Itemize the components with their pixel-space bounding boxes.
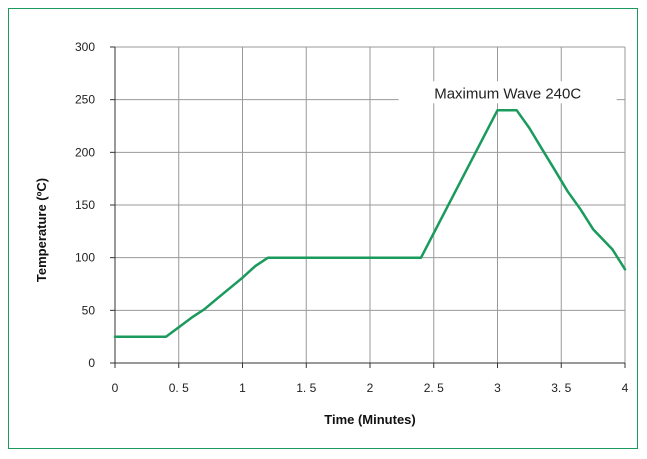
y-axis-title: Temperature (ºC)	[34, 178, 49, 282]
x-tick-label: 3. 5	[551, 381, 571, 395]
x-tick-label: 1. 5	[296, 381, 316, 395]
x-tick-label: 4	[622, 381, 629, 395]
x-axis-title: Time (Minutes)	[324, 412, 416, 427]
x-tick-label: 3	[494, 381, 501, 395]
x-tick-label: 1	[239, 381, 246, 395]
x-tick-label: 2. 5	[424, 381, 444, 395]
y-tick-label: 250	[75, 93, 95, 107]
annotation-background	[398, 81, 617, 104]
y-tick-labels: 0 50 100 150 200 250 300	[75, 40, 95, 370]
x-tick-label: 0	[112, 381, 119, 395]
axes	[110, 46, 626, 368]
y-tick-label: 200	[75, 145, 95, 159]
x-tick-label: 2	[367, 381, 374, 395]
x-tick-labels: 0 0. 5 1 1. 5 2 2. 5 3 3. 5 4	[112, 381, 629, 395]
y-tick-label: 50	[82, 303, 96, 317]
y-tick-label: 150	[75, 198, 95, 212]
y-tick-label: 0	[88, 356, 95, 370]
annotation-layer: Maximum Wave 240C	[398, 81, 617, 104]
y-tick-label: 100	[75, 251, 95, 265]
x-tick-label: 0. 5	[169, 381, 189, 395]
series-layer	[113, 108, 627, 338]
y-tick-label: 300	[75, 40, 95, 54]
temperature-series-line	[113, 108, 627, 338]
annotation-maximum-wave: Maximum Wave 240C	[434, 85, 581, 102]
